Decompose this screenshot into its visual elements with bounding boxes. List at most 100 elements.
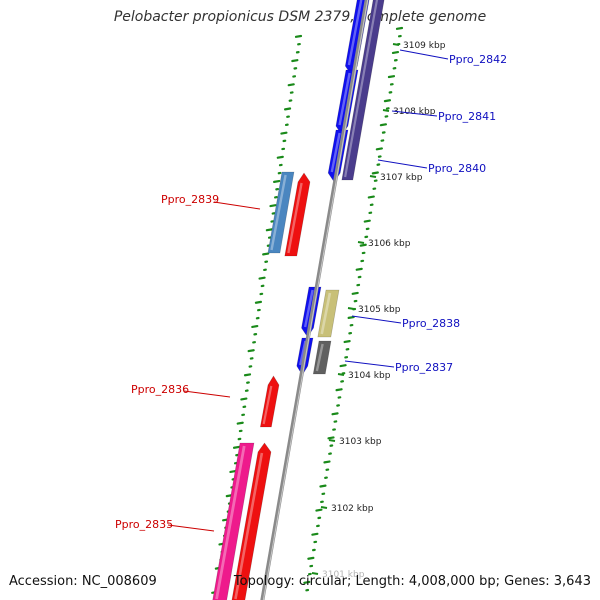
feature-cds-blue-b-shine — [338, 72, 351, 126]
tick-label: 3101 kbp — [322, 570, 365, 580]
leader-ppro-2839 — [213, 201, 261, 210]
ring-dot — [327, 436, 335, 440]
backbone-highlight — [262, 0, 369, 600]
ring-dot — [283, 107, 292, 111]
ring-dot — [307, 556, 315, 560]
ring-dot — [379, 123, 387, 127]
ring-dot — [273, 179, 281, 183]
ring-dot — [240, 397, 248, 401]
tick-label: 3107 kbp — [380, 173, 423, 183]
tick-mark — [320, 506, 328, 509]
ring-dot — [347, 315, 355, 319]
tick-label: 3106 kbp — [368, 239, 411, 249]
feature-cds-red-c-shine — [234, 452, 264, 600]
ring-dot — [243, 373, 252, 377]
feature-rna-purple[interactable] — [341, 0, 385, 181]
ring-dot — [236, 421, 244, 425]
leader-ppro-2838 — [351, 315, 402, 324]
feature-rna-gray-shine — [315, 343, 324, 372]
ring-dot — [387, 75, 396, 79]
label-ppro-2842[interactable]: Ppro_2842 — [449, 53, 507, 66]
ring-dot — [351, 291, 359, 295]
ring-dot — [355, 267, 363, 271]
feature-cds-blue-a-shine — [347, 0, 363, 66]
ring-dot — [383, 99, 392, 103]
ring-dot — [258, 276, 266, 280]
ring-dot — [335, 388, 343, 392]
ring-dot — [287, 83, 295, 87]
label-ppro-2836[interactable]: Ppro_2836 — [131, 383, 189, 396]
tick-label: 3109 kbp — [403, 41, 446, 51]
feature-cds-blue-e-shine — [299, 340, 307, 366]
feature-rna-steelblue[interactable] — [267, 171, 295, 254]
kbp-tick-marks: 3109 kbp 3108 kbp 3107 kbp 3106 kbp 3105 kbp… — [311, 41, 446, 580]
tick-mark — [382, 109, 390, 112]
ring-dot — [251, 324, 259, 329]
feature-rna-purple-shine — [344, 0, 379, 178]
feature-cds-blue-c-shine — [330, 132, 341, 173]
feature-cds-red-b-shine — [262, 385, 273, 425]
tick-mark — [337, 373, 345, 376]
ring-dot — [294, 34, 303, 38]
ring-dot — [315, 508, 323, 512]
label-ppro-2838[interactable]: Ppro_2838 — [402, 317, 460, 330]
label-ppro-2839[interactable]: Ppro_2839 — [161, 193, 219, 206]
feature-rna-gray[interactable] — [312, 340, 332, 375]
tick-label: 3105 kbp — [358, 305, 401, 315]
ring-dot — [280, 131, 288, 135]
label-ppro-2841[interactable]: Ppro_2841 — [438, 110, 496, 123]
label-ppro-2835[interactable]: Ppro_2835 — [115, 518, 173, 531]
ring-dot — [319, 484, 327, 488]
tick-mark — [392, 43, 400, 46]
ring-dot — [269, 204, 277, 208]
feature-cds-red-a[interactable] — [284, 172, 311, 257]
feature-rna-steelblue-shine — [270, 174, 287, 251]
tick-mark — [357, 241, 365, 244]
ring-dot — [276, 155, 284, 159]
leader-ppro-2836 — [183, 390, 231, 398]
tick-mark — [311, 572, 319, 575]
ring-dot — [331, 412, 339, 416]
ring-dot — [323, 460, 331, 464]
ring-dot — [232, 445, 241, 449]
ring-dot — [371, 171, 379, 175]
ring-dot — [262, 252, 270, 256]
label-ppro-2840[interactable]: Ppro_2840 — [428, 162, 486, 175]
ring-dot — [265, 228, 273, 232]
accession-text: Accession: NC_008609 — [9, 574, 157, 589]
tick-mark — [369, 175, 377, 178]
ring-dot — [291, 59, 299, 63]
feature-rna-khaki[interactable] — [317, 289, 340, 338]
backbone-line — [260, 0, 369, 600]
feature-cds-red-c[interactable] — [231, 442, 272, 600]
feature-cds-pink[interactable] — [212, 442, 255, 600]
ring-dot — [339, 364, 347, 368]
leader-ppro-2835 — [167, 524, 215, 532]
genome-summary-text: Topology: circular; Length: 4,008,000 bp… — [233, 574, 591, 589]
feature-cds-red-a-shine — [287, 182, 303, 254]
ring-dot — [229, 469, 237, 474]
ring-dot — [303, 580, 311, 584]
ring-dot — [254, 300, 263, 304]
ring-dot — [247, 349, 255, 353]
feature-rna-khaki-shine — [320, 292, 332, 335]
leader-ppro-2841 — [391, 110, 438, 117]
tick-label: 3104 kbp — [348, 371, 391, 381]
feature-cds-pink-shine — [215, 445, 246, 600]
ring-dot — [311, 532, 319, 536]
ring-dot — [367, 195, 375, 199]
tick-label: 3103 kbp — [339, 437, 382, 447]
label-ppro-2837[interactable]: Ppro_2837 — [395, 361, 453, 374]
feature-cds-blue-d-shine — [303, 289, 314, 328]
leader-ppro-2840 — [377, 159, 428, 169]
ring-dot — [363, 219, 371, 223]
tick-mark — [347, 307, 355, 310]
tick-label: 3108 kbp — [393, 107, 436, 117]
tick-mark — [328, 439, 336, 442]
feature-cds-red-b[interactable] — [259, 375, 280, 428]
leader-ppro-2842 — [399, 49, 449, 60]
ring-dot — [391, 50, 400, 55]
ring-dot — [359, 243, 367, 247]
